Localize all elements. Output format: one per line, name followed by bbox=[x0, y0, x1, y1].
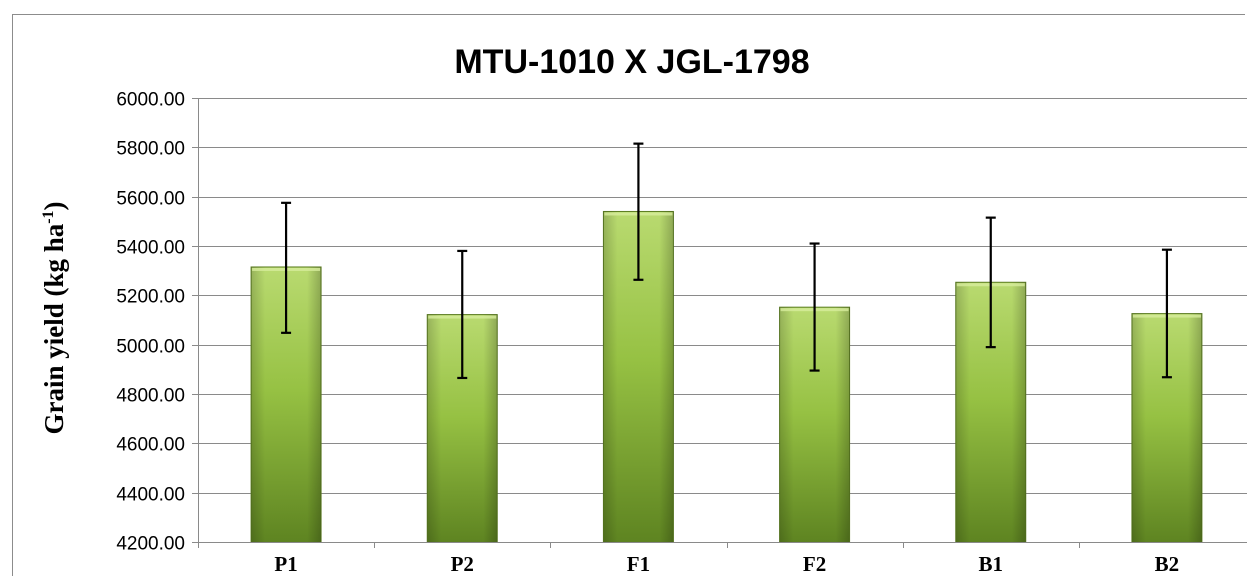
chart-title: MTU-1010 X JGL-1798 bbox=[454, 43, 809, 81]
x-tick-label: B2 bbox=[1155, 552, 1180, 576]
y-axis-title-main: Grain yield (kg ha bbox=[39, 223, 69, 434]
error-bars bbox=[281, 142, 1172, 380]
bars bbox=[250, 210, 1203, 543]
x-axis bbox=[198, 98, 1247, 548]
y-tick-label: 4400.00 bbox=[116, 485, 185, 506]
x-tick-label: B1 bbox=[978, 552, 1003, 576]
x-tick-label: P2 bbox=[451, 552, 474, 576]
y-tick-label: 5600.00 bbox=[116, 189, 185, 210]
y-tick-labels: 4200.00 4400.00 4600.00 4800.00 5000.00 5200.… bbox=[116, 90, 185, 555]
y-axis-title: Grain yield (kg ha-1) bbox=[39, 201, 69, 434]
y-tick-label: 4800.00 bbox=[116, 386, 185, 407]
y-tick-label: 6000.00 bbox=[116, 90, 185, 111]
y-tick-label: 4600.00 bbox=[116, 435, 185, 456]
x-tick-label: P1 bbox=[274, 552, 297, 576]
y-tick-label: 5000.00 bbox=[116, 337, 185, 358]
y-tick-label: 5200.00 bbox=[116, 287, 185, 308]
x-tick-labels: P1 P2 F1 F2 B1 B2 bbox=[274, 552, 1179, 576]
gridlines bbox=[192, 98, 1247, 543]
y-axis-title-superscript: -1 bbox=[40, 210, 57, 223]
y-tick-label: 4200.00 bbox=[116, 534, 185, 555]
y-tick-label: 5800.00 bbox=[116, 139, 185, 160]
x-tick-label: F2 bbox=[803, 552, 826, 576]
x-tick-label: F1 bbox=[627, 552, 650, 576]
y-tick-label: 5400.00 bbox=[116, 238, 185, 259]
y-axis-title-close: ) bbox=[39, 201, 69, 210]
